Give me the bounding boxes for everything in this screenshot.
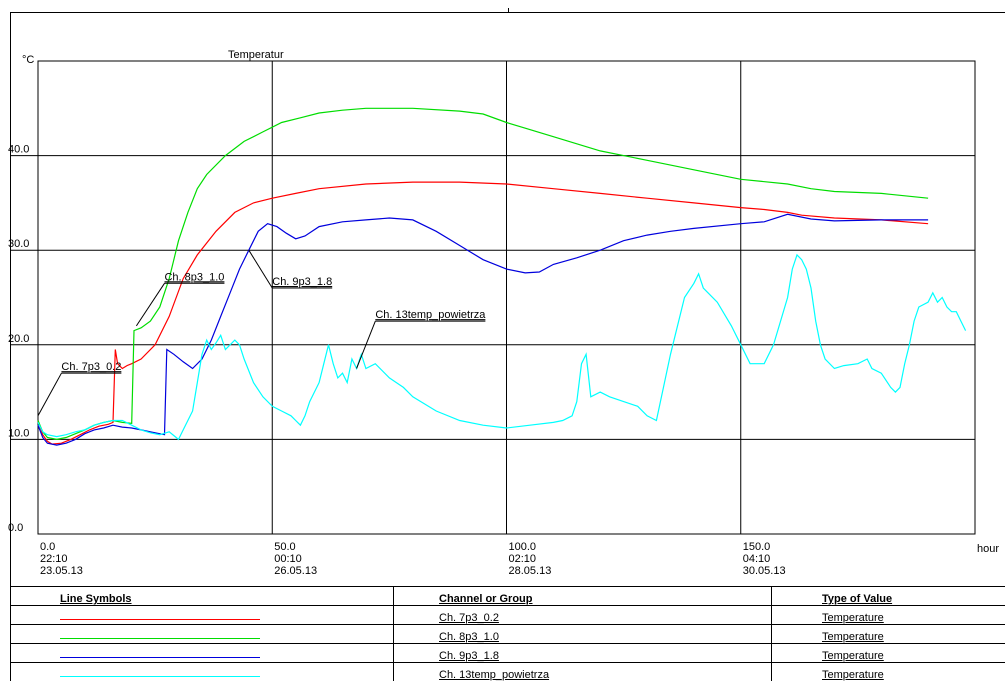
y-tick-label: 20.0 [8, 333, 29, 345]
legend-row: Ch. 13temp_powietrza Temperature [10, 662, 1005, 681]
series-label-leader [356, 320, 376, 369]
legend-header-row: Line Symbols Channel or Group Type of Va… [10, 586, 1005, 606]
legend-header-type: Type of Value [771, 586, 1005, 606]
legend-value-type: Temperature [822, 612, 884, 624]
series-line [37, 181, 929, 445]
series-label: Ch. 7p3_0.2 [61, 361, 121, 373]
y-tick-label: 30.0 [8, 238, 29, 250]
series-label-leader [37, 372, 62, 416]
legend-row: Ch. 8p3_1.0 Temperature [10, 624, 1005, 644]
series-label-leader [135, 283, 165, 327]
legend-line-symbol [60, 638, 260, 639]
y-tick-label: 10.0 [8, 427, 29, 439]
legend-value-type: Temperature [822, 650, 884, 662]
series-label: Ch. 8p3_1.0 [164, 271, 224, 283]
frame-top-border [10, 12, 1005, 13]
series-label: Ch. 13temp_powietrza [375, 309, 486, 321]
x-tick-label: 0.0 22:10 23.05.13 [40, 541, 83, 577]
legend-channel-name: Ch. 7p3_0.2 [439, 612, 499, 624]
y-tick-label: 40.0 [8, 144, 29, 156]
legend-value-type: Temperature [822, 669, 884, 681]
legend-line-symbol [60, 657, 260, 658]
legend-value-type: Temperature [822, 631, 884, 643]
legend-line-symbol [60, 676, 260, 677]
legend-channel-name: Ch. 8p3_1.0 [439, 631, 499, 643]
x-tick-label: 150.0 04:10 30.05.13 [743, 541, 786, 577]
legend-header-channel: Channel or Group [393, 586, 772, 606]
legend-table: Line Symbols Channel or Group Type of Va… [10, 586, 1005, 681]
y-axis-label: °C [22, 54, 34, 66]
temperature-chart: Ch. 7p3_0.2 Ch. 8p3_1.0 Ch. 9p3_1.8 Ch. 13t… [8, 49, 999, 577]
series-line [37, 213, 929, 446]
frame-left-border [10, 12, 11, 681]
legend-row: Ch. 7p3_0.2 Temperature [10, 605, 1005, 625]
x-tick-label: 50.0 00:10 26.05.13 [274, 541, 317, 577]
chart-title: Temperatur [228, 49, 284, 61]
legend-row: Ch. 9p3_1.8 Temperature [10, 643, 1005, 663]
x-tick-label: 100.0 02:10 28.05.13 [509, 541, 552, 577]
legend-channel-name: Ch. 13temp_powietrza [439, 669, 550, 681]
frame-tick [508, 8, 509, 13]
legend-channel-name: Ch. 9p3_1.8 [439, 650, 499, 662]
y-tick-label: 0.0 [8, 522, 23, 534]
x-axis-label: hour [977, 543, 999, 555]
series-label-leader [248, 249, 273, 289]
legend-header-symbols: Line Symbols [10, 586, 394, 606]
legend-line-symbol [60, 619, 260, 620]
series-line [37, 253, 967, 441]
series-label: Ch. 9p3_1.8 [272, 276, 332, 288]
